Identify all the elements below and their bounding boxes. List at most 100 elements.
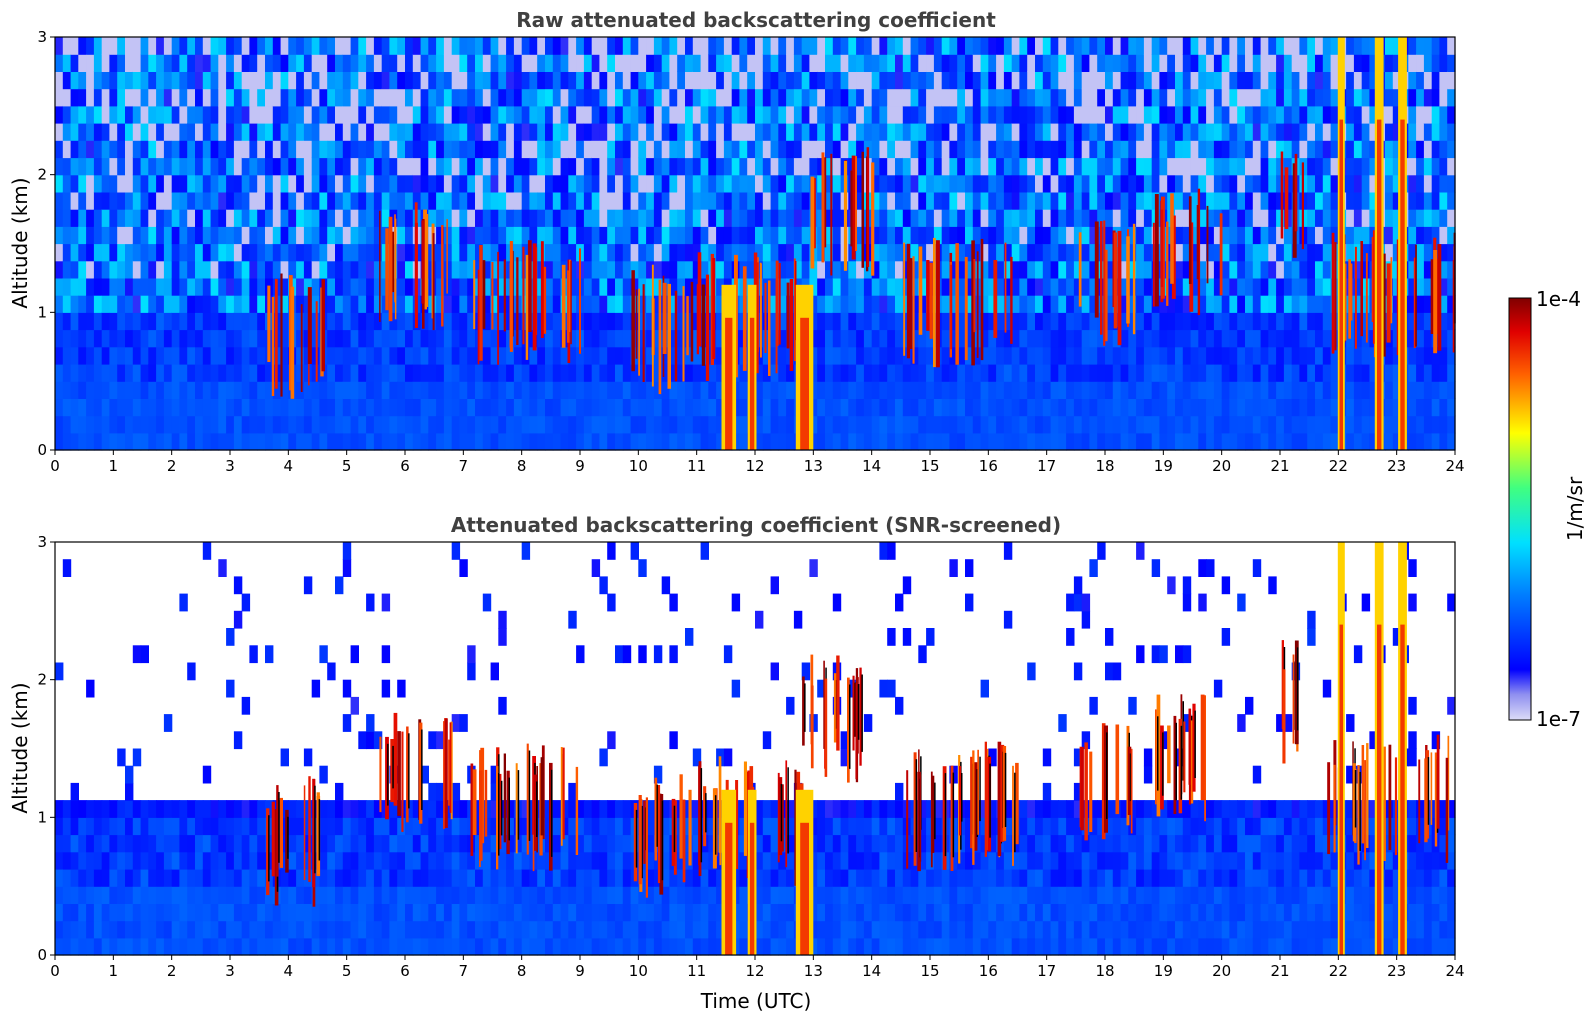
field-cell [568,88,577,107]
field-cell [187,191,196,210]
field-cell [265,432,274,451]
field-cell [358,71,367,90]
field-cell [972,157,982,176]
field-cell [568,295,577,313]
field-cell [1011,37,1021,55]
field-cell [443,105,453,124]
field-cell [949,329,958,348]
field-cell [366,714,375,732]
field-cell [513,123,523,141]
field-cell [140,903,149,922]
field-cell [599,312,608,331]
field-cell [1182,260,1192,279]
field-cell [1143,123,1153,141]
field-cell [335,869,344,887]
field-cell [280,748,289,767]
field-cell [467,312,476,331]
field-cell [272,398,282,417]
field-cell [1089,174,1098,193]
field-cell [1112,398,1122,417]
field-cell [366,191,375,210]
field-cell [280,123,289,141]
field-cell [148,174,157,193]
field-cell [607,398,616,417]
field-cell [1353,432,1363,451]
field-cell [179,260,188,279]
field-cell [848,54,857,72]
field-cell [1439,71,1448,90]
field-cell [1245,260,1254,279]
field-cell [755,260,764,279]
field-cell [972,140,982,159]
field-cell [887,174,896,193]
field-cell [86,37,95,55]
field-cell [1213,191,1223,210]
field-cell [1439,88,1448,107]
field-cell [1213,295,1223,313]
cloud-streak [775,280,778,374]
field-cell [1042,381,1052,399]
field-cell [1245,71,1254,90]
field-cell [887,260,896,279]
field-cell [319,243,328,262]
field-cell [381,174,391,193]
field-cell [288,415,297,434]
field-cell [327,662,336,681]
field-cell [179,903,188,922]
field-cell [723,243,733,262]
field-cell [171,54,181,72]
field-cell [1307,105,1316,124]
field-cell [933,398,943,417]
field-cell [1315,243,1324,262]
field-cell [1058,260,1067,279]
field-cell [988,381,997,399]
field-cell [1408,260,1417,279]
field-cell [1431,174,1441,193]
field-cell [661,209,671,227]
field-cell [280,398,289,417]
field-cell [296,364,305,382]
field-cell [1105,295,1114,313]
field-cell [887,71,896,90]
field-cell [1283,71,1293,90]
field-cell [1221,260,1231,279]
field-cell [848,123,857,141]
field-cell [1003,329,1013,348]
field-cell [280,415,289,434]
cloud-streak [516,257,519,345]
field-cell [646,346,655,365]
field-cell [622,243,632,262]
field-cell [576,140,585,159]
field-cell [459,295,468,313]
cloud-streak [570,260,572,345]
field-cell [218,88,227,107]
field-cell [459,277,468,296]
field-cell [195,800,204,818]
field-cell [257,869,266,887]
field-cell [1027,226,1036,245]
field-cell [210,329,219,348]
field-cell [902,157,912,176]
field-cell [910,381,919,399]
field-cell [949,346,958,365]
field-cell [342,105,352,124]
field-cell [358,432,367,451]
field-cell [1136,88,1145,107]
field-cell [770,191,779,210]
field-cell [125,37,134,55]
field-cell [840,329,849,348]
field-cell [599,71,608,90]
field-cell [78,364,87,382]
field-cell [1447,243,1456,262]
field-cell [86,209,95,227]
field-cell [327,123,336,141]
field-cell [661,105,671,124]
field-cell [661,123,671,141]
field-cell [342,226,352,245]
field-cell [910,105,919,124]
field-cell [117,364,126,382]
field-cell [117,903,126,922]
field-cell [148,312,157,331]
field-cell [412,123,422,141]
field-cell [1385,140,1394,159]
